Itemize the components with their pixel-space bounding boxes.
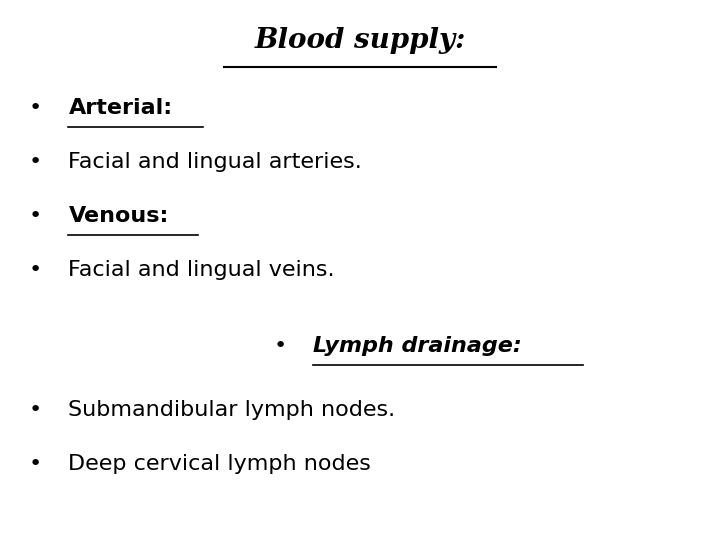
Text: •: •: [29, 454, 42, 475]
Text: Facial and lingual arteries.: Facial and lingual arteries.: [68, 152, 362, 172]
Text: •: •: [274, 335, 287, 356]
Text: Submandibular lymph nodes.: Submandibular lymph nodes.: [68, 400, 395, 421]
Text: Venous:: Venous:: [68, 206, 168, 226]
Text: Arterial:: Arterial:: [68, 98, 173, 118]
Text: •: •: [29, 152, 42, 172]
Text: Deep cervical lymph nodes: Deep cervical lymph nodes: [68, 454, 372, 475]
Text: •: •: [29, 400, 42, 421]
Text: Lymph drainage:: Lymph drainage:: [313, 335, 522, 356]
Text: Blood supply:: Blood supply:: [254, 27, 466, 54]
Text: •: •: [29, 206, 42, 226]
Text: •: •: [29, 260, 42, 280]
Text: Facial and lingual veins.: Facial and lingual veins.: [68, 260, 335, 280]
Text: •: •: [29, 98, 42, 118]
